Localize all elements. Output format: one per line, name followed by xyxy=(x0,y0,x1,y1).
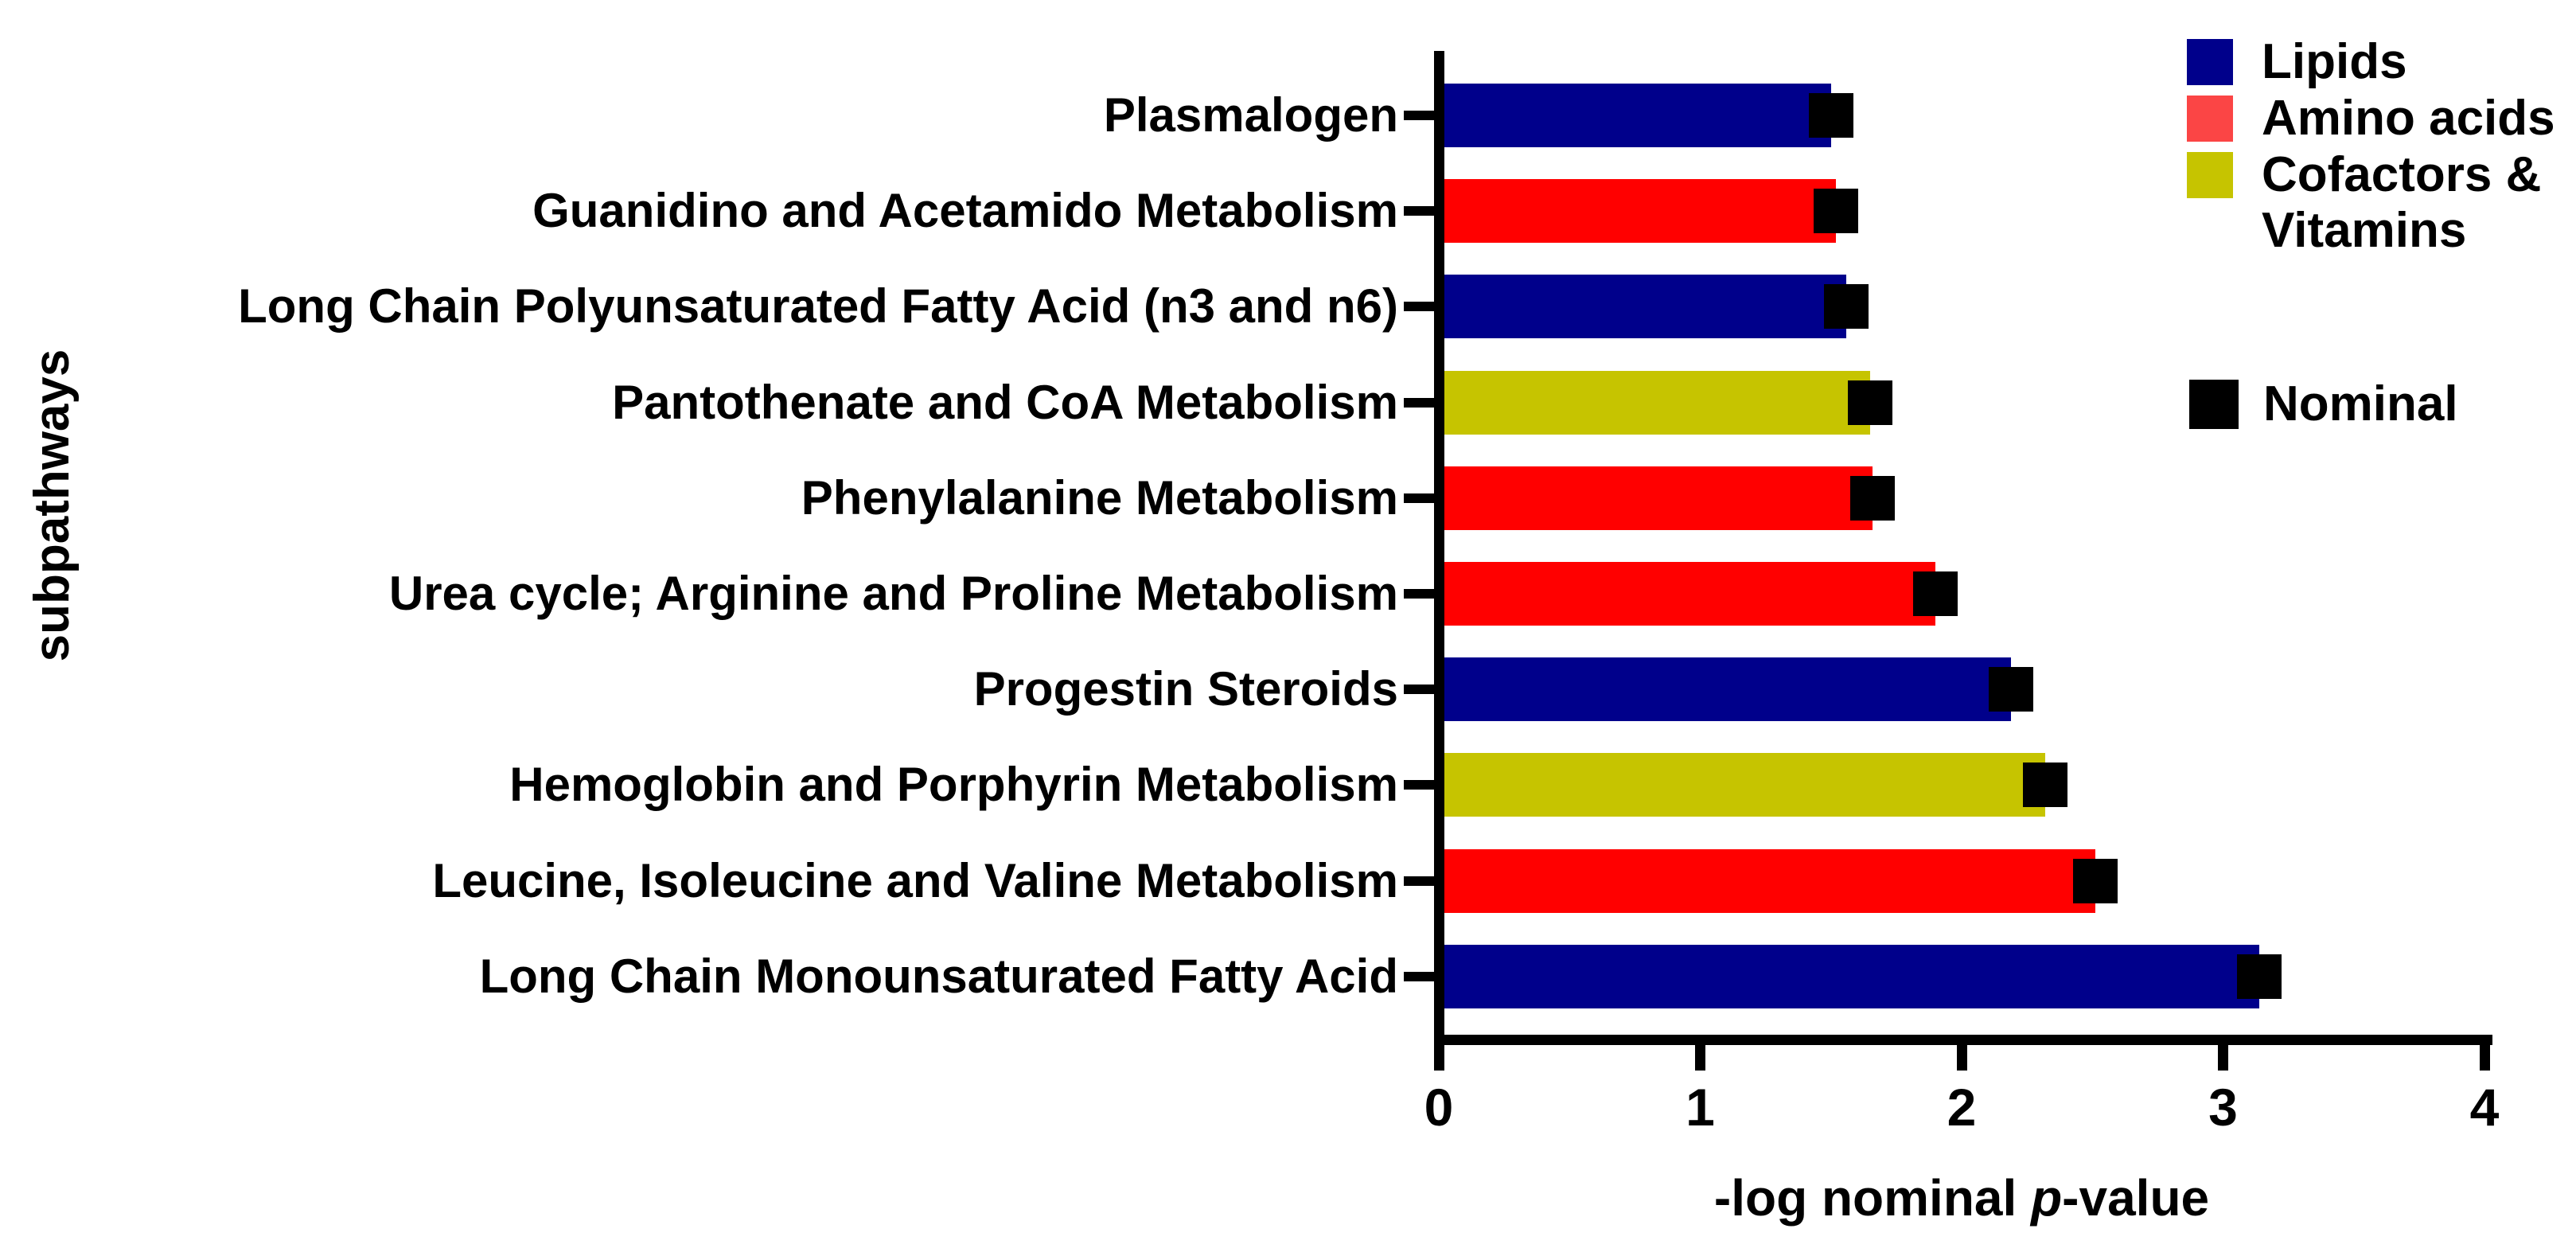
x-tick-label: 1 xyxy=(1686,1078,1715,1137)
x-tick-label: 0 xyxy=(1424,1078,1454,1137)
bar xyxy=(1444,466,1873,530)
category-label: Urea cycle; Arginine and Proline Metabol… xyxy=(388,567,1398,620)
y-axis-tick xyxy=(1404,206,1434,216)
y-axis-tick xyxy=(1404,397,1434,408)
legend-swatch xyxy=(2187,96,2233,142)
bar xyxy=(1444,944,2260,1008)
x-axis-tick xyxy=(2479,1045,2490,1071)
x-tick-label: 2 xyxy=(1947,1078,1977,1137)
legend-label: Amino acids xyxy=(2262,91,2555,146)
category-label: Hemoglobin and Porphyrin Metabolism xyxy=(509,758,1398,812)
nominal-marker xyxy=(2237,954,2282,999)
y-axis-tick xyxy=(1404,302,1434,312)
nominal-marker xyxy=(1848,380,1893,425)
legend-label: Lipids xyxy=(2262,34,2407,90)
bar xyxy=(1444,657,2012,722)
category-label: Plasmalogen xyxy=(1103,88,1398,142)
nominal-marker xyxy=(1824,284,1869,330)
nominal-marker xyxy=(1808,93,1853,138)
x-tick-label: 4 xyxy=(2469,1078,2500,1137)
x-tick-label: 3 xyxy=(2208,1078,2238,1137)
legend-label-line: Lipids xyxy=(2262,34,2407,89)
nominal-marker xyxy=(1814,189,1859,234)
x-axis-tick xyxy=(1695,1045,1705,1071)
nominal-marker xyxy=(2072,858,2118,903)
y-axis-tick xyxy=(1404,780,1434,790)
category-label: Progestin Steroids xyxy=(973,662,1398,716)
category-label: Long Chain Polyunsaturated Fatty Acid (n… xyxy=(238,279,1398,333)
bar xyxy=(1444,370,1871,435)
category-label: Long Chain Monounsaturated Fatty Acid xyxy=(479,949,1398,1003)
bar xyxy=(1444,753,2046,817)
x-axis-tick xyxy=(2218,1045,2228,1071)
legend-label-line: Amino acids xyxy=(2262,91,2555,146)
nominal-marker xyxy=(1850,475,1896,521)
category-label: Guanidino and Acetamido Metabolism xyxy=(532,184,1398,238)
bar xyxy=(1444,848,2095,913)
nominal-marker xyxy=(1989,667,2034,712)
nominal-marker xyxy=(2023,763,2068,808)
y-axis-tick xyxy=(1404,685,1434,695)
y-axis-tick xyxy=(1404,493,1434,503)
category-label: Phenylalanine Metabolism xyxy=(801,470,1398,525)
nominal-legend-swatch xyxy=(2189,380,2239,429)
legend-label: Cofactors & Vitamins xyxy=(2262,147,2541,259)
bar xyxy=(1444,275,1847,339)
nominal-legend-label: Nominal xyxy=(2263,376,2458,431)
legend-label-line: Vitamins xyxy=(2262,203,2467,258)
x-axis-title: -log nominal p-value xyxy=(1484,1164,2439,1232)
y-axis-tick xyxy=(1404,876,1434,886)
legend-swatch xyxy=(2187,39,2233,85)
legend-label-line: Cofactors & xyxy=(2262,147,2542,202)
y-axis-line xyxy=(1434,51,1444,1071)
x-axis-title-italic-p: p xyxy=(2031,1169,2063,1227)
y-axis-tick xyxy=(1404,111,1434,120)
y-axis-tick xyxy=(1404,971,1434,981)
bar xyxy=(1444,84,1831,147)
x-axis-tick xyxy=(1956,1045,1967,1071)
category-label: Pantothenate and CoA Metabolism xyxy=(612,375,1398,429)
x-axis-line xyxy=(1434,1035,2492,1045)
y-axis-tick xyxy=(1404,589,1434,599)
legend-swatch xyxy=(2187,152,2233,198)
category-label: Leucine, Isoleucine and Valine Metabolis… xyxy=(432,853,1398,907)
bar xyxy=(1444,562,1936,626)
nominal-marker xyxy=(1913,571,1958,616)
x-axis-title-suffix: -value xyxy=(2062,1169,2210,1227)
x-axis-title-prefix: -log nominal xyxy=(1713,1169,2032,1227)
bar xyxy=(1444,179,1837,244)
